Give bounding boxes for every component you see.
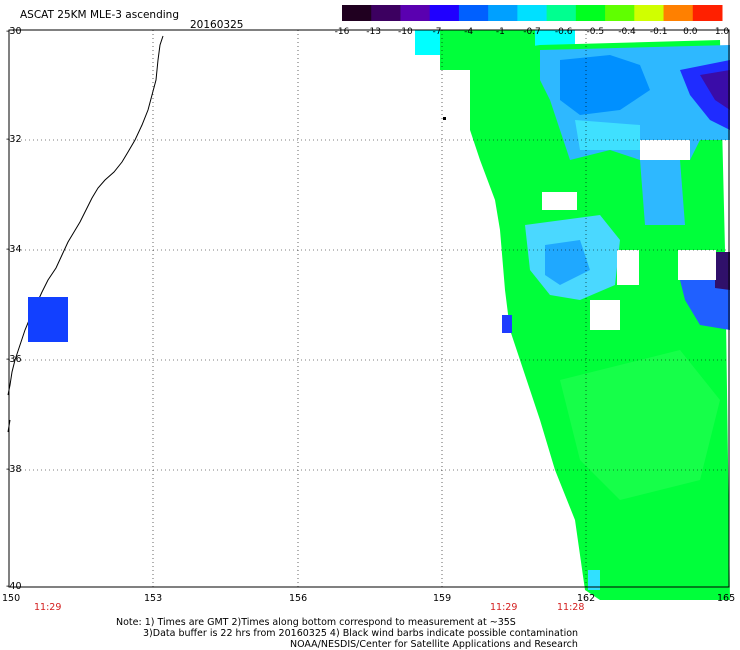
colorbar-label: -0.6 — [554, 27, 573, 37]
map-date: 20160325 — [190, 19, 244, 31]
y-label-30: -30 — [6, 26, 22, 37]
colorbar-label: -7 — [432, 27, 442, 37]
coastline — [7, 35, 164, 396]
colorbar-swatch — [546, 5, 577, 21]
x-label-150: 150 — [2, 593, 21, 604]
note-line-3: NOAA/NESDIS/Center for Satellite Applica… — [290, 639, 578, 650]
plot-frame — [8, 29, 730, 588]
x-label-165: 165 — [717, 593, 736, 604]
colorbar-swatch — [517, 5, 548, 21]
colorbar-label: -13 — [366, 27, 381, 37]
colorbar-label: 1.0 — [714, 27, 730, 37]
colorbar-swatch — [488, 5, 518, 21]
colorbar-swatch — [342, 5, 372, 21]
colorbar-swatch — [575, 5, 606, 21]
y-label-34: -34 — [6, 244, 22, 255]
x-label-153: 153 — [144, 593, 163, 604]
colorbar-swatch — [634, 5, 665, 21]
x-label-156: 156 — [289, 593, 308, 604]
colorbar — [342, 5, 723, 21]
map-title: ASCAT 25KM MLE-3 ascending — [20, 9, 179, 21]
time-label-1: 11:29 — [34, 602, 62, 613]
note-line-1: Note: 1) Times are GMT 2)Times along bot… — [116, 617, 516, 628]
colorbar-label: -1 — [495, 27, 505, 37]
colorbar-label: -10 — [397, 27, 413, 37]
colorbar-swatch — [371, 5, 401, 21]
y-label-32: -32 — [6, 134, 22, 145]
colorbar-label: -0.1 — [649, 27, 668, 37]
colorbar-swatch — [458, 5, 489, 21]
colorbar-label: -4 — [464, 27, 474, 37]
note-line-2: 3)Data buffer is 22 hrs from 20160325 4)… — [143, 628, 579, 639]
colorbar-label: -16 — [334, 27, 350, 37]
x-label-162: 162 — [577, 593, 596, 604]
x-label-159: 159 — [433, 593, 452, 604]
y-label-40: -40 — [6, 581, 22, 592]
colorbar-swatch — [400, 5, 431, 21]
colorbar-label: -0.7 — [523, 27, 541, 37]
colorbar-swatch — [605, 5, 635, 21]
colorbar-swatch — [663, 5, 694, 21]
data-swath — [415, 30, 730, 600]
gridlines — [9, 30, 729, 587]
colorbar-label: 0.0 — [683, 27, 698, 37]
colorbar-swatch — [692, 5, 723, 21]
colorbar-label: -0.5 — [586, 27, 605, 37]
blue-box — [28, 297, 68, 342]
colorbar-swatch — [429, 5, 460, 21]
time-label-3: 11:28 — [557, 602, 585, 613]
y-label-36: -36 — [6, 354, 22, 365]
y-label-38: -38 — [6, 464, 22, 475]
time-label-2: 11:29 — [490, 602, 518, 613]
colorbar-label: -0.4 — [618, 27, 636, 37]
